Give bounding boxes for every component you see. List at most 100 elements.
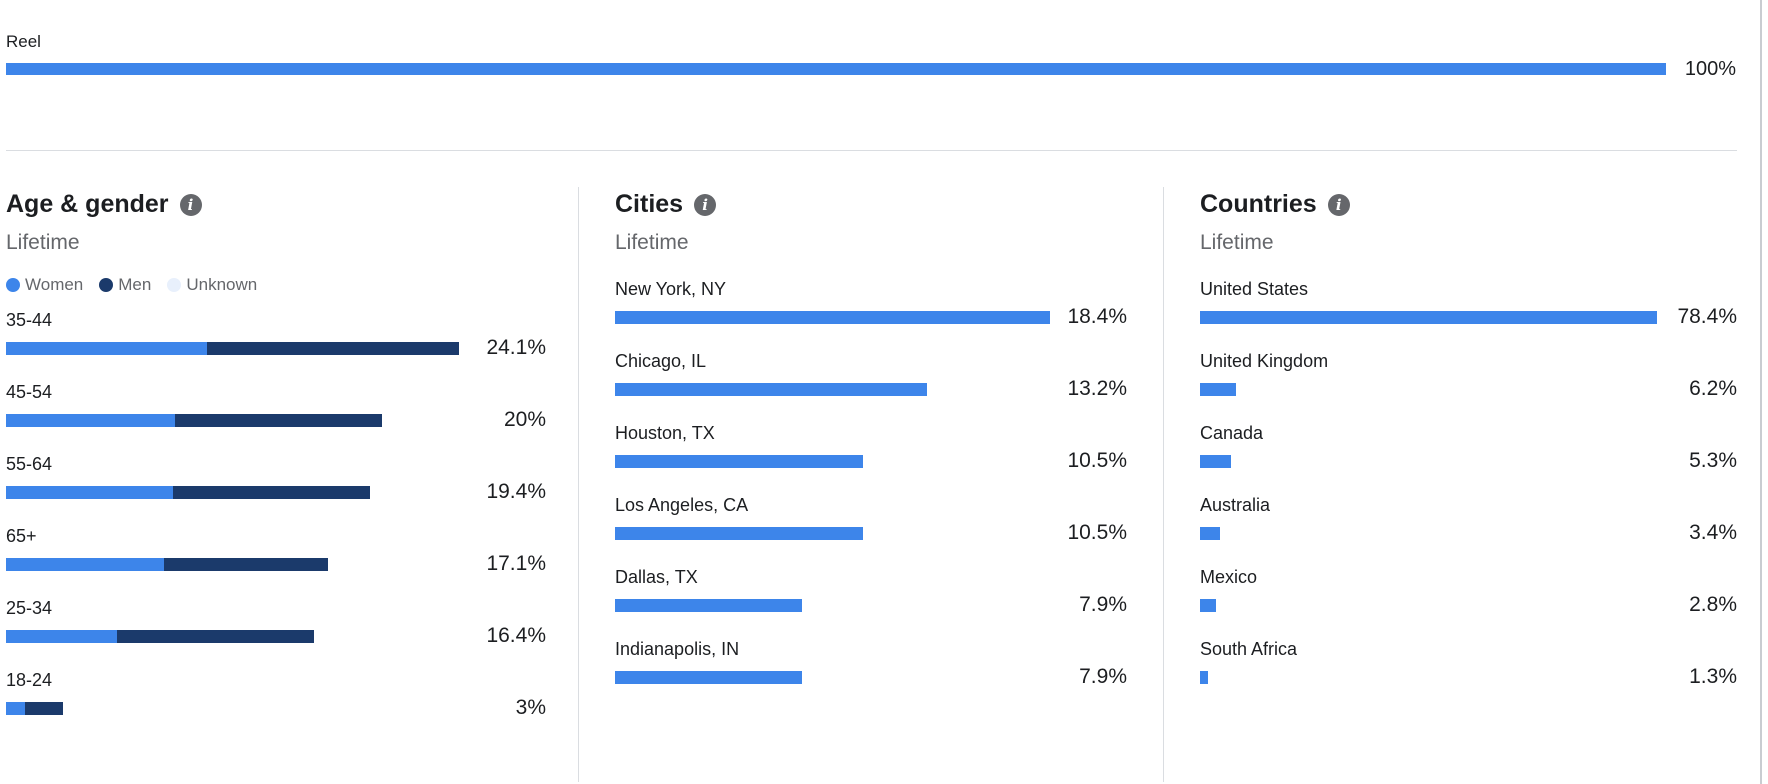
reel-bar-track [6,63,1666,75]
city-row: Dallas, TX 7.9% [615,567,1127,616]
city-row-label: Los Angeles, CA [615,495,749,515]
city-row-percentage: 18.4% [1067,305,1127,328]
age-gender-row-label: 65+ [6,526,37,546]
city-bar [615,383,927,396]
countries-panel: Countries i Lifetime United States 78.4% U… [1200,190,1737,688]
country-row-label: Canada [1200,423,1264,443]
city-bar [615,671,802,684]
women-dot-icon [6,278,20,292]
city-bar [615,311,1050,324]
age-gender-panel: Age & gender i Lifetime Women Men Unknow… [6,190,546,719]
age-gender-row-label: 55-64 [6,454,53,474]
age-gender-bar [6,630,314,643]
legend-women: Women [6,275,83,295]
country-row-percentage: 2.8% [1689,593,1737,616]
men-dot-icon [99,278,114,292]
country-bar [1200,599,1216,612]
cities-subtitle: Lifetime [615,231,689,254]
countries-title: Countries [1200,190,1317,218]
age-gender-row-percentage: 17.1% [486,552,546,575]
country-bar [1200,311,1657,324]
age-gender-bar [6,486,370,499]
age-gender-row-label: 25-34 [6,598,53,618]
men-segment [175,414,382,427]
age-gender-bar [6,414,382,427]
men-segment [25,702,63,715]
country-row-label: United States [1200,279,1309,299]
city-row-percentage: 7.9% [1079,593,1127,616]
country-row: Mexico 2.8% [1200,567,1737,616]
info-icon[interactable]: i [694,193,717,216]
country-row: Canada 5.3% [1200,423,1737,472]
city-row-label: Houston, TX [615,423,715,443]
country-row-percentage: 5.3% [1689,449,1737,472]
country-bar [1200,527,1220,540]
men-segment [207,342,459,355]
info-icon[interactable]: i [1327,193,1350,216]
city-row: Houston, TX 10.5% [615,423,1127,472]
women-segment [6,414,175,427]
age-gender-bar [6,702,63,715]
age-gender-row-percentage: 20% [503,408,546,431]
city-row-percentage: 13.2% [1067,377,1127,400]
women-segment [6,486,173,499]
country-row-label: Australia [1200,495,1271,515]
age-gender-row: 18-24 3% [6,670,546,719]
age-gender-subtitle: Lifetime [6,231,80,254]
country-row: South Africa 1.3% [1200,639,1737,688]
country-row-percentage: 3.4% [1689,521,1737,544]
women-segment [6,342,207,355]
age-gender-row: 25-34 16.4% [6,598,546,647]
city-row-percentage: 10.5% [1067,521,1127,544]
city-bar [615,527,863,540]
age-gender-row-label: 18-24 [6,670,53,690]
legend-unknown: Unknown [167,275,257,295]
scrollbar[interactable] [1760,0,1762,784]
country-row-percentage: 78.4% [1677,305,1737,328]
city-row-percentage: 10.5% [1067,449,1127,472]
section-divider [6,150,1737,151]
city-bar [615,455,863,468]
city-row-label: Dallas, TX [615,567,698,587]
age-gender-row: 65+ 17.1% [6,526,546,575]
country-row: United States 78.4% [1200,279,1737,328]
age-gender-row-label: 45-54 [6,382,53,402]
women-segment [6,630,117,643]
men-segment [117,630,314,643]
column-divider [578,187,579,782]
country-row: United Kingdom 6.2% [1200,351,1737,400]
legend-women-label: Women [25,275,84,294]
city-bar [615,599,802,612]
country-row-percentage: 1.3% [1689,665,1737,688]
age-gender-legend: Women Men Unknown [6,275,546,295]
city-row-label: Indianapolis, IN [615,639,740,659]
country-bar [1200,455,1231,468]
men-segment [173,486,370,499]
country-bar [1200,383,1236,396]
city-row: Indianapolis, IN 7.9% [615,639,1127,688]
country-row: Australia 3.4% [1200,495,1737,544]
women-segment [6,702,25,715]
men-segment [164,558,328,571]
age-gender-row-percentage: 16.4% [486,624,546,647]
age-gender-bar [6,558,328,571]
city-row-percentage: 7.9% [1079,665,1127,688]
country-row-percentage: 6.2% [1689,377,1737,400]
city-row: Chicago, IL 13.2% [615,351,1127,400]
age-gender-row: 35-44 24.1% [6,310,546,359]
legend-men: Men [99,275,151,295]
legend-men-label: Men [118,275,152,294]
legend-unknown-label: Unknown [186,275,258,294]
country-row-label: Mexico [1200,567,1258,587]
reel-bar-fill [6,63,1666,75]
info-icon[interactable]: i [179,193,202,216]
age-gender-row: 45-54 20% [6,382,546,431]
country-row-label: United Kingdom [1200,351,1329,371]
city-row: New York, NY 18.4% [615,279,1127,328]
age-gender-title: Age & gender [6,190,169,218]
age-gender-row-label: 35-44 [6,310,53,330]
age-gender-bar [6,342,459,355]
age-gender-row-percentage: 19.4% [486,480,546,503]
country-bar [1200,671,1208,684]
age-gender-row: 55-64 19.4% [6,454,546,503]
